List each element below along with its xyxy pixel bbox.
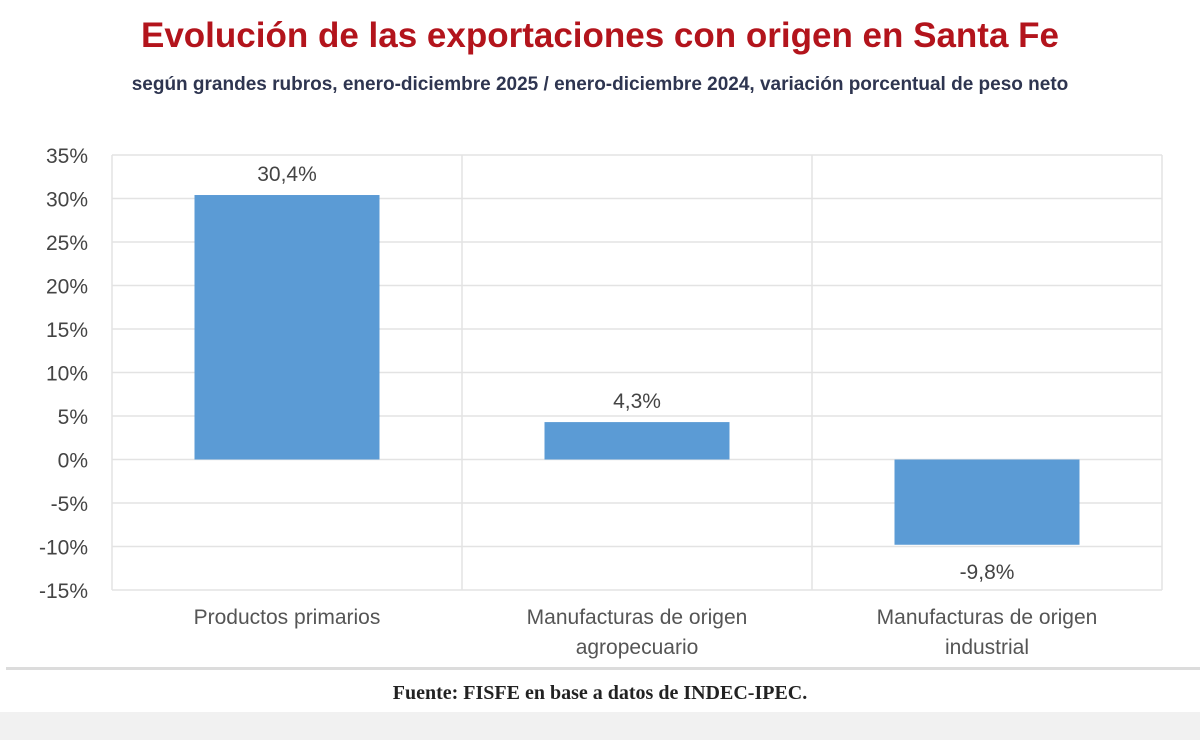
bar [544,422,730,460]
data-label: -9,8% [960,561,1015,584]
y-tick-label: -15% [39,580,88,603]
bar [894,459,1080,545]
y-tick-label: -5% [51,493,88,516]
y-tick-label: 30% [46,189,88,212]
data-label: 30,4% [257,163,317,186]
chart-title: Evolución de las exportaciones con orige… [140,16,1059,55]
x-tick-label: Productos primarios [194,606,381,629]
x-tick-label: agropecuario [576,636,699,659]
source-note: Fuente: FISFE en base a datos de INDEC-I… [392,682,808,704]
x-tick-label: Manufacturas de origen [877,606,1098,629]
x-tick-label: Manufacturas de origen [527,606,748,629]
chart-subtitle: según grandes rubros, enero-diciembre 20… [131,74,1069,95]
y-tick-label: 35% [46,145,88,168]
y-tick-label: 20% [46,276,88,299]
y-tick-label: -10% [39,537,88,560]
y-tick-label: 25% [46,232,88,255]
y-tick-label: 5% [58,406,88,429]
y-tick-label: 10% [46,363,88,386]
data-label: 4,3% [613,390,661,413]
divider [6,667,1200,670]
bottom-band [0,712,1200,740]
bar [194,195,380,460]
bar-chart: 35% 30% 25% 20% 15% 10% 5% 0% -5% -10% -15% 30,4% Pr… [39,145,1163,659]
x-tick-label: industrial [945,636,1029,659]
y-tick-label: 15% [46,319,88,342]
y-tick-label: 0% [58,450,88,473]
